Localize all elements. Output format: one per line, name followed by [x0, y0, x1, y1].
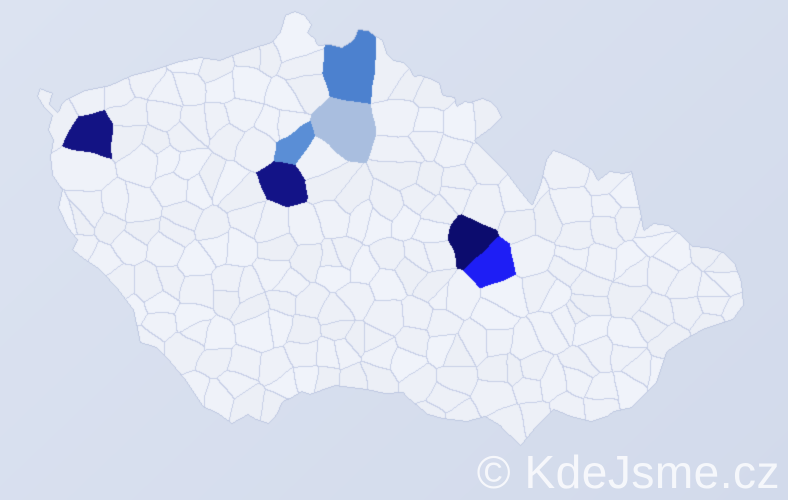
czech-republic-districts-map	[0, 0, 788, 500]
map-stage: © KdeJsme.cz	[0, 0, 788, 500]
